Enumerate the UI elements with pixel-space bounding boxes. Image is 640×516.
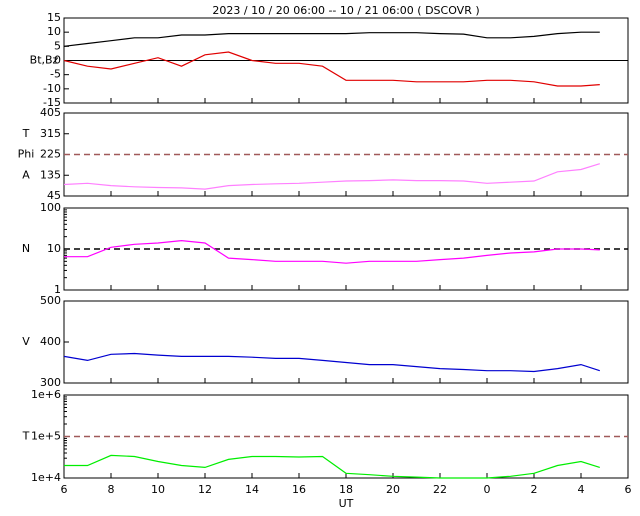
- x-tick-label: 10: [151, 483, 165, 496]
- series-line: [63, 352, 600, 373]
- y-tick-label: 1e+5: [31, 430, 61, 443]
- y-axis-label: V: [22, 335, 30, 348]
- chart-title: 2023 / 10 / 20 06:00 -- 10 / 21 06:00 ( …: [212, 4, 479, 17]
- y-tick-label: 0: [54, 54, 61, 67]
- x-tick-label: 20: [386, 483, 400, 496]
- y-tick-label: 100: [40, 201, 61, 214]
- y-tick-label: 10: [47, 25, 61, 38]
- y-tick-label: -15: [43, 96, 61, 109]
- x-tick-label: 18: [339, 483, 353, 496]
- x-tick-label: 6: [625, 483, 632, 496]
- x-tick-label: 16: [292, 483, 306, 496]
- y-axis-label: T: [22, 430, 30, 443]
- x-tick-label: 12: [198, 483, 212, 496]
- y-tick-label: 5: [54, 39, 61, 52]
- y-tick-label: 45: [47, 189, 61, 202]
- series-line: [64, 454, 600, 479]
- x-tick-label: 4: [578, 483, 585, 496]
- y-tick-label: 135: [40, 168, 61, 181]
- y-tick-label: 405: [40, 106, 61, 119]
- x-tick-label: 14: [245, 483, 259, 496]
- series-line: [63, 31, 600, 47]
- y-tick-label: 15: [47, 11, 61, 24]
- x-tick-label: 0: [484, 483, 491, 496]
- y-tick-label: 500: [40, 294, 61, 307]
- x-tick-label: 8: [108, 483, 115, 496]
- x-tick-label: 6: [61, 483, 68, 496]
- series-line: [64, 239, 600, 264]
- y-tick-label: 1e+6: [31, 388, 61, 401]
- y-tick-label: 315: [40, 127, 61, 140]
- series-line: [63, 163, 600, 190]
- series-line: [63, 51, 600, 87]
- y-axis-label: A: [22, 168, 30, 181]
- y-tick-label: 225: [40, 148, 61, 161]
- y-axis-label: Bt,Bz: [30, 54, 59, 67]
- y-tick-label: 300: [40, 376, 61, 389]
- y-tick-label: 400: [40, 335, 61, 348]
- y-axis-label: T: [22, 127, 30, 140]
- y-tick-label: -5: [50, 68, 61, 81]
- y-tick-label: -10: [43, 82, 61, 95]
- y-tick-label: 10: [47, 242, 61, 255]
- x-tick-label: 2: [531, 483, 538, 496]
- x-axis-label: UT: [339, 497, 354, 510]
- y-tick-label: 1: [54, 283, 61, 296]
- y-tick-label: 1e+4: [31, 471, 61, 484]
- y-axis-label: N: [22, 242, 30, 255]
- y-axis-label: Phi: [18, 148, 35, 161]
- x-tick-label: 22: [433, 483, 447, 496]
